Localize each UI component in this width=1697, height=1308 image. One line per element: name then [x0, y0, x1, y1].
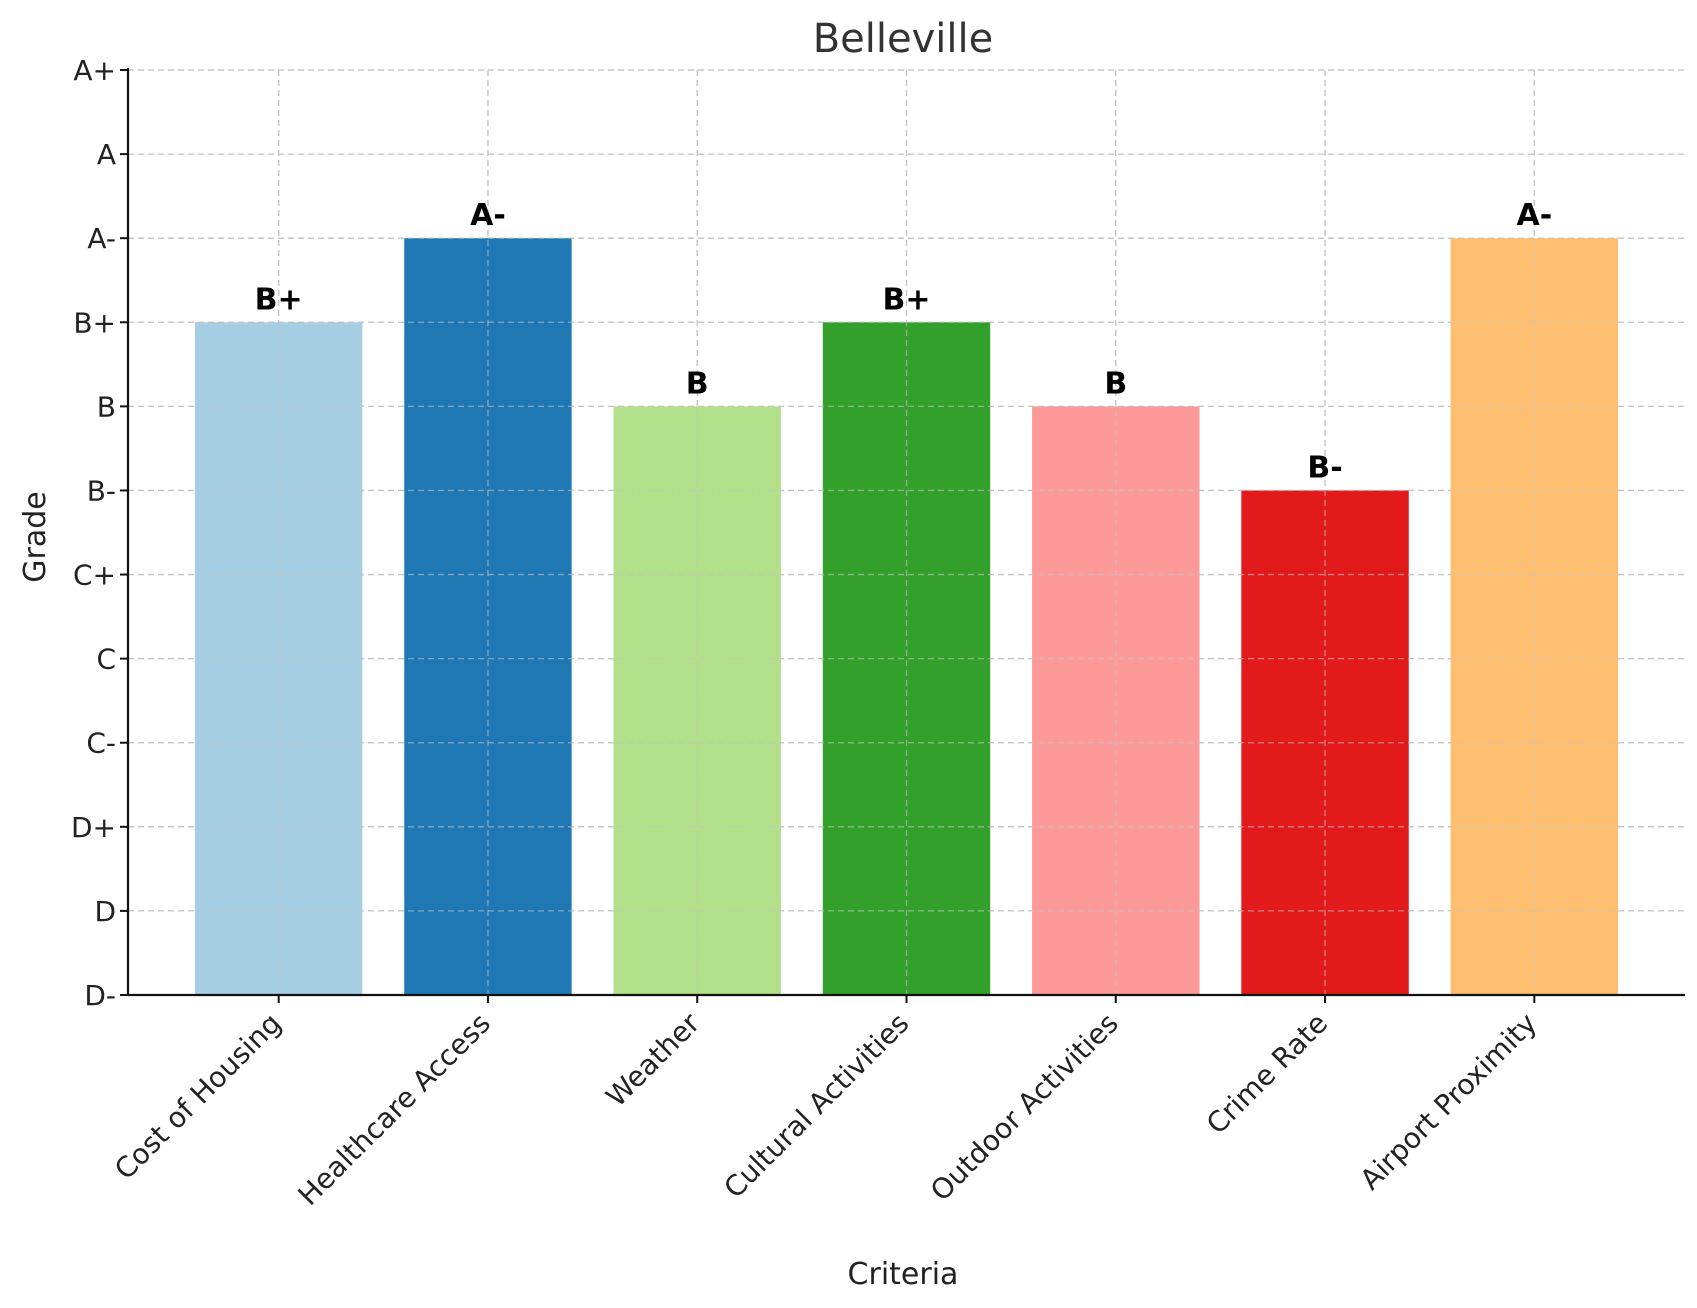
x-tick-label: Cultural Activities — [718, 1007, 916, 1205]
x-tick-label: Airport Proximity — [1354, 1007, 1544, 1197]
axes-layer — [120, 68, 1685, 1003]
y-tick-label: C — [96, 643, 116, 676]
bar-value-label: B+ — [882, 282, 930, 317]
bar-value-label: B — [686, 366, 709, 401]
x-tick-label: Cost of Housing — [108, 1007, 288, 1187]
y-tick-label: C- — [86, 727, 116, 760]
y-tick-label: B+ — [73, 306, 116, 339]
bar-value-label: B+ — [255, 282, 303, 317]
chart-title: Belleville — [813, 16, 994, 62]
x-axis-label: Criteria — [848, 1257, 959, 1292]
y-tick-label: A+ — [73, 54, 116, 87]
x-tick-label: Weather — [599, 1006, 706, 1113]
y-tick-label: C+ — [73, 559, 116, 592]
y-tick-label: A — [97, 138, 116, 171]
x-tick-label: Outdoor Activities — [924, 1007, 1125, 1208]
y-tick-label: B- — [87, 474, 116, 507]
bar-value-label: A- — [470, 198, 506, 233]
x-tick-label: Healthcare Access — [292, 1007, 497, 1212]
y-tick-label: D- — [84, 979, 116, 1012]
y-tick-label: B — [97, 390, 116, 423]
bar-value-label: B — [1104, 366, 1127, 401]
y-tick-label: D — [94, 895, 116, 928]
y-tick-label: A- — [87, 222, 116, 255]
y-tick-label: D+ — [71, 811, 116, 844]
bar-value-label: A- — [1516, 198, 1552, 233]
x-tick-label: Crime Rate — [1200, 1007, 1334, 1141]
bar-value-label: B- — [1307, 450, 1342, 485]
y-axis-label: Grade — [18, 491, 53, 582]
bars-layer — [128, 69, 1685, 996]
